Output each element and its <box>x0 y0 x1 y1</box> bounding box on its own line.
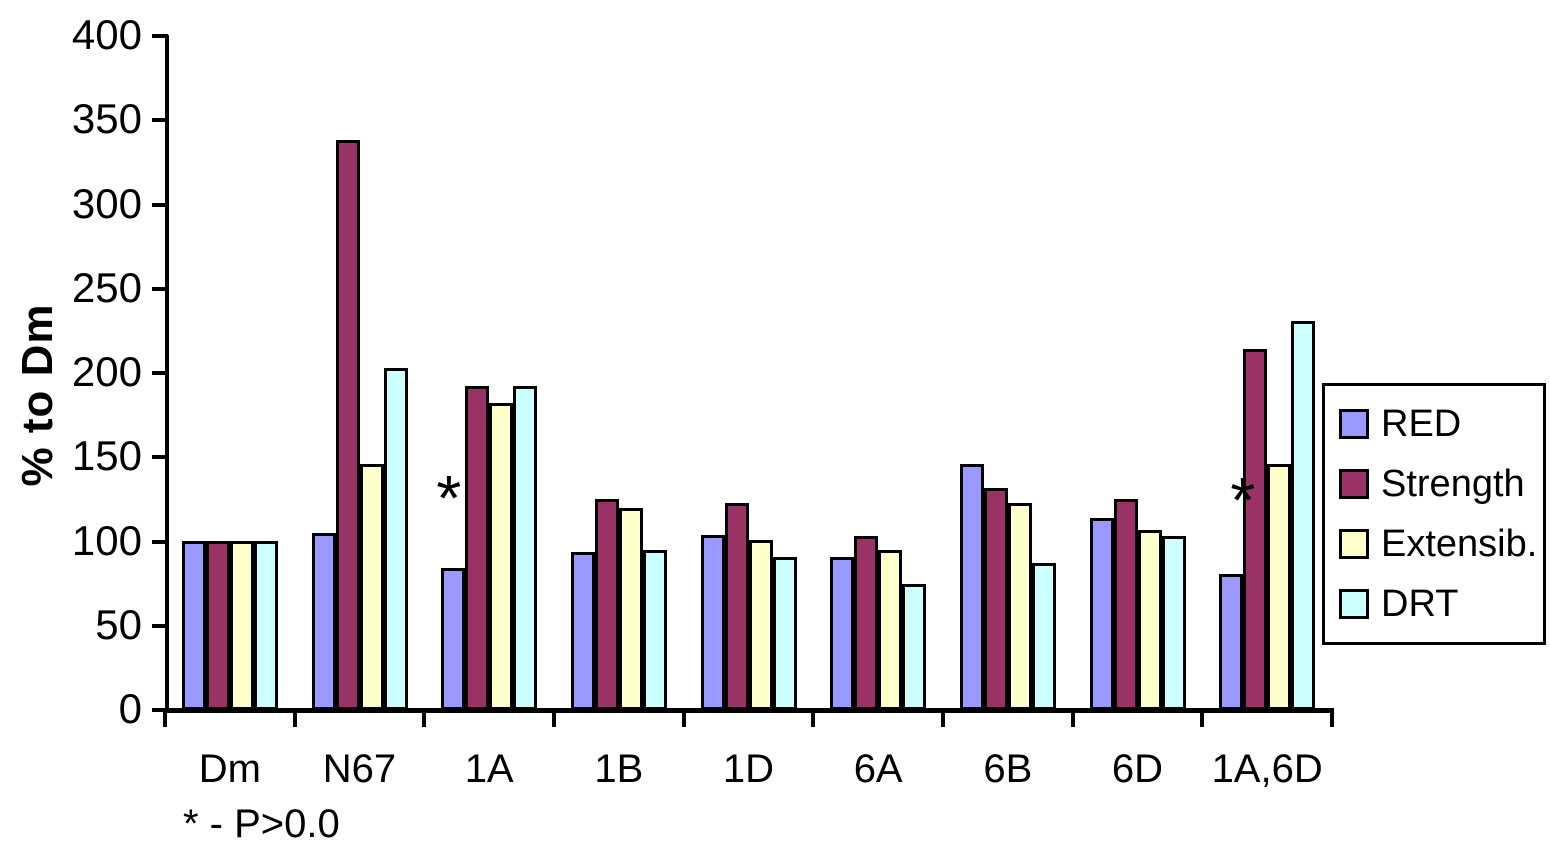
y-tick-mark <box>152 623 168 628</box>
x-tick-mark <box>163 711 167 727</box>
x-tick-mark <box>422 711 427 727</box>
bar-extensib-n67 <box>360 464 384 710</box>
bar-extensib-6b <box>1008 503 1032 710</box>
y-tick-mark <box>152 118 168 123</box>
bar-strength-6b <box>984 488 1008 710</box>
bar-strength-dm <box>206 541 230 710</box>
bar-strength-1a6d <box>1243 349 1267 710</box>
legend-swatch-icon <box>1339 409 1369 439</box>
bar-extensib-6d <box>1138 530 1162 710</box>
significance-asterisk-1a: * <box>436 462 462 535</box>
bar-drt-n67 <box>384 368 408 710</box>
x-category-label: 6D <box>1111 747 1164 791</box>
y-tick-label: 50 <box>95 600 142 648</box>
bar-drt-6a <box>902 584 926 710</box>
bar-red-1a <box>441 568 465 710</box>
y-tick-label: 200 <box>71 348 142 395</box>
bar-drt-6d <box>1162 536 1186 710</box>
bar-extensib-6a <box>878 550 902 710</box>
y-tick-label: 350 <box>71 95 142 143</box>
bar-red-1b <box>571 552 595 710</box>
x-tick-mark <box>941 711 945 727</box>
bar-red-1d <box>701 535 725 710</box>
bar-red-dm <box>182 541 206 710</box>
bar-red-1a6d <box>1219 574 1243 710</box>
legend-label: Strength <box>1381 463 1525 505</box>
legend-label: DRT <box>1381 583 1459 625</box>
legend-swatch-icon <box>1339 469 1369 499</box>
y-tick-label: 100 <box>71 516 142 564</box>
bar-extensib-1b <box>619 508 643 710</box>
bar-drt-1a <box>513 386 537 710</box>
x-category-label: 1A,6D <box>1211 747 1323 791</box>
footnote: * - P>0.0 <box>183 802 340 846</box>
x-category-label: 1D <box>722 747 775 791</box>
legend-swatch-icon <box>1339 589 1369 619</box>
x-tick-mark <box>681 711 686 727</box>
legend-item-strength: Strength <box>1339 465 1543 503</box>
y-tick-label: 250 <box>71 263 142 311</box>
x-category-label: 6A <box>853 747 903 791</box>
bar-drt-dm <box>254 541 278 710</box>
legend-swatch-icon <box>1339 529 1369 559</box>
y-tick-mark <box>152 286 168 291</box>
x-tick-mark <box>552 711 556 727</box>
x-tick-mark <box>1070 711 1075 727</box>
bar-strength-1b <box>595 499 619 710</box>
bar-extensib-dm <box>230 541 254 710</box>
y-tick-mark <box>152 455 168 460</box>
x-category-label: 1B <box>594 747 644 791</box>
x-category-label: Dm <box>198 747 261 791</box>
legend: RED Strength Extensib. DRT <box>1322 383 1546 645</box>
legend-item-extensib: Extensib. <box>1339 525 1543 563</box>
bar-extensib-1d <box>749 540 773 710</box>
significance-asterisk-1a6d: * <box>1230 464 1256 537</box>
bar-strength-n67 <box>336 140 360 710</box>
bar-strength-6a <box>854 536 878 710</box>
bar-red-n67 <box>312 533 336 710</box>
bar-extensib-1a <box>489 403 513 710</box>
x-tick-mark <box>1200 711 1205 727</box>
x-tick-mark <box>1330 711 1334 727</box>
x-axis-line <box>165 708 1334 713</box>
legend-label: Extensib. <box>1381 523 1538 565</box>
bar-extensib-1a6d <box>1267 464 1291 710</box>
bar-drt-1b <box>643 550 667 710</box>
bar-strength-6d <box>1114 499 1138 710</box>
x-category-label: 6B <box>983 747 1033 791</box>
legend-label: RED <box>1381 403 1462 445</box>
bar-red-6d <box>1090 518 1114 710</box>
legend-item-red: RED <box>1339 405 1543 443</box>
y-tick-mark <box>152 371 168 375</box>
y-tick-mark <box>152 539 168 544</box>
bar-red-6b <box>960 464 984 710</box>
y-tick-label: 150 <box>71 432 142 480</box>
bar-drt-6b <box>1032 563 1056 710</box>
x-category-label: N67 <box>322 747 397 791</box>
y-tick-mark <box>152 202 168 207</box>
y-tick-mark <box>152 708 168 712</box>
x-category-label: 1A <box>464 747 514 791</box>
bar-drt-1d <box>773 557 797 710</box>
y-tick-label: 300 <box>71 179 142 227</box>
legend-item-drt: DRT <box>1339 585 1543 623</box>
bar-strength-1a <box>465 386 489 710</box>
bar-red-6a <box>830 557 854 710</box>
x-tick-mark <box>292 711 297 727</box>
bar-strength-1d <box>725 503 749 710</box>
y-tick-label: 0 <box>118 685 142 732</box>
y-tick-mark <box>152 34 168 38</box>
y-tick-label: 400 <box>71 11 142 58</box>
bar-drt-1a6d <box>1291 321 1315 710</box>
x-tick-mark <box>811 711 816 727</box>
